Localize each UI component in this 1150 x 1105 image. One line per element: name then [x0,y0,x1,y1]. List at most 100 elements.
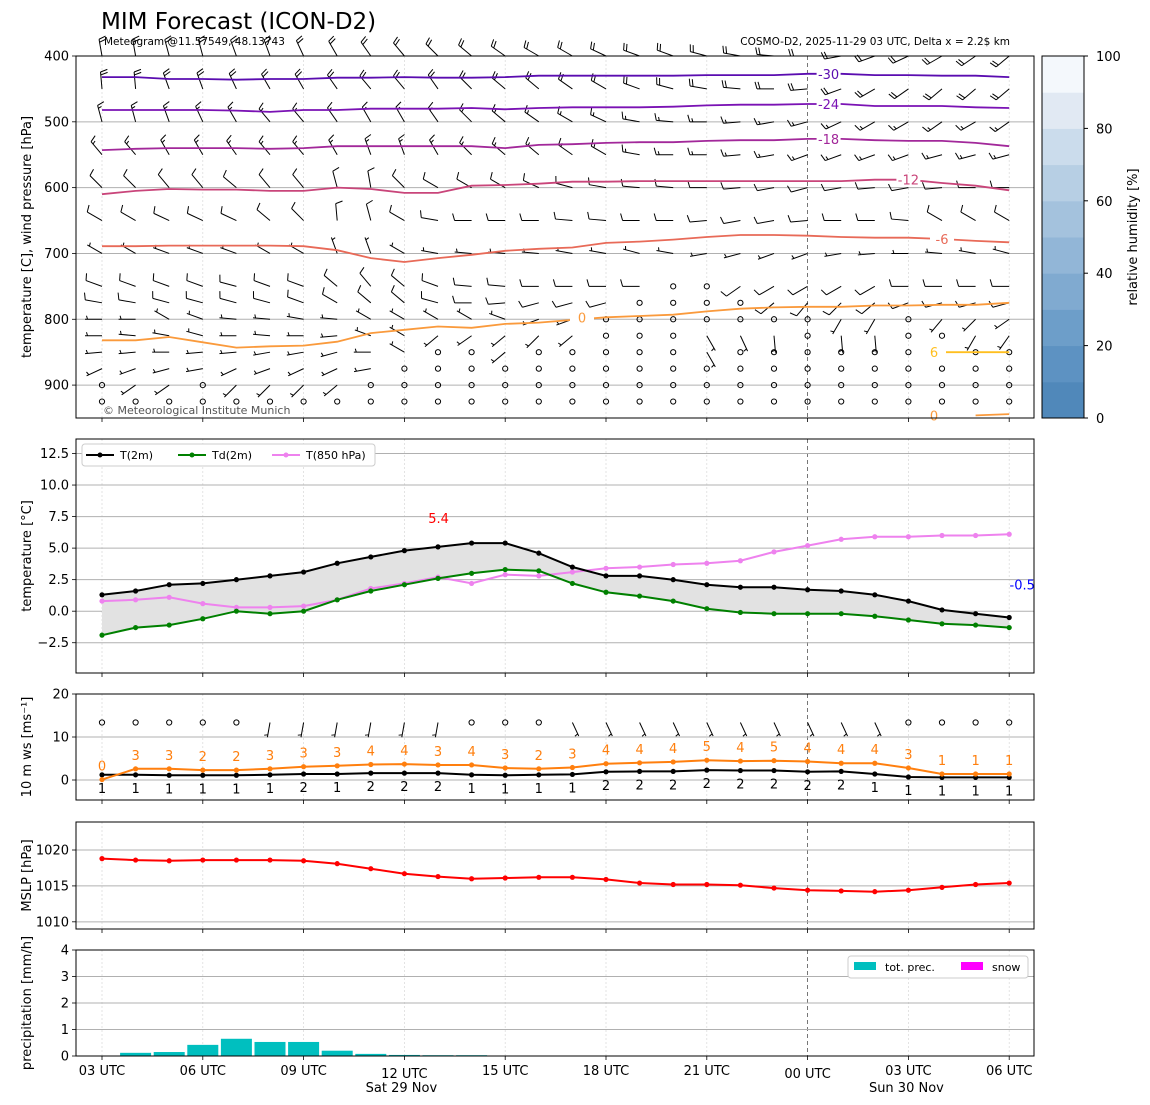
wind-barb-icon [791,252,808,260]
wind-barb-icon [722,45,741,57]
wind-barb-icon [656,42,674,57]
barb-feather [193,134,200,141]
wind-barb-icon [359,267,372,287]
barb-feather [261,68,267,75]
td2m-point [200,616,206,622]
gust-label: 3 [299,747,307,762]
gust-label: 3 [266,749,274,764]
wind-barb-icon [87,242,103,254]
gust-point [973,771,979,777]
barb-stem [219,317,237,320]
calm-circle-icon [804,381,811,389]
barb-stem [857,252,875,256]
t850-point [233,604,239,611]
wind-speed-label: 2 [635,778,643,793]
barb-feather [84,292,86,300]
barb-feather [359,267,365,274]
barb-stem [389,211,405,221]
dewpoint-spread-fill [102,543,1010,636]
mean-wind-point [133,772,139,778]
x-tick-label: 03 UTC [885,1064,931,1079]
barb-feather [854,124,861,131]
y-tick-label: 0 [61,1050,69,1065]
barb-feather [163,68,170,74]
barb-feather [452,213,456,221]
wind-barb-icon [252,291,271,304]
wind-barb-icon [989,55,1010,68]
barb-half-feather [92,140,96,145]
barb-half-feather [791,156,795,160]
isotherm-label-bg [816,97,841,112]
calm-circle-icon [737,381,744,389]
gust-point [334,763,340,769]
barb-feather [922,126,929,132]
wind-barb-icon [557,335,573,348]
wind-barb-icon [623,246,640,254]
t2m-point [670,577,676,583]
barb-half-feather [88,242,91,247]
wind-barb-icon [958,247,976,254]
wind-barb-icon [551,300,573,308]
wind-barb-icon [253,273,271,287]
wind-barb-icon [787,285,808,296]
barb-half-feather [154,390,158,394]
wind-barb-icon [854,88,876,98]
gust-point [603,761,609,767]
wind-barb-icon [654,113,674,123]
isotherm-line [102,103,1010,113]
barb-feather [821,213,825,221]
barb-feather [518,300,523,308]
colorbar-band [1042,56,1084,93]
wind-barb-icon [287,368,304,377]
barb-feather [163,101,170,107]
barb-feather [889,211,892,220]
calm-circle-icon [367,381,374,389]
barb-stem [958,250,976,254]
panel-temperature: −2.5 0.0 2.5 5.0 7.5 10.0 12.5 temperature [°C]… [20,439,1035,677]
mslp-point [872,889,878,895]
barb-stem [689,252,707,257]
wind-barb-icon [485,213,506,222]
y-axis-label: 10 m ws [ms⁻¹] [20,697,35,798]
calm-circle-icon [804,398,811,405]
td2m-point [737,609,744,616]
gust-label: 5 [770,741,778,756]
td2m-point [233,608,239,614]
barb-feather [820,154,826,161]
calm-circle-icon [670,365,677,372]
barb-feather [226,134,232,142]
barb-half-feather [557,342,562,346]
calm-circle-icon [670,398,677,405]
precip-bar [321,1050,353,1056]
calm-circle-icon [132,719,139,726]
barb-half-feather [964,346,969,349]
day-label: Sat 29 Nov [366,1081,438,1096]
gust-label: 3 [131,749,139,764]
wind-barb-icon [365,199,373,221]
wind-barb-icon [287,273,304,287]
barb-stem [706,351,716,368]
calm-circle-icon [535,349,542,356]
barb-stem [791,252,808,260]
barb-half-feather [743,348,747,352]
calm-circle-icon [602,365,610,372]
barb-stem [792,285,808,296]
y-tick-label: 3 [61,970,69,985]
wind-barb-icon [888,279,909,287]
wind-barb-icon [393,36,405,57]
x-tick-label: 18 UTC [583,1064,629,1079]
wind-barb-icon [157,168,170,188]
barb-half-feather [771,349,776,352]
wind-barb-icon [525,71,540,90]
calm-circle-icon [737,365,744,372]
barb-feather [955,60,962,67]
barb-stem [423,178,439,189]
wind-barb-icon [321,368,338,377]
mean-wind-point [469,772,475,778]
barb-half-feather [892,156,896,160]
wind-barb-icon [118,330,136,337]
barb-stem [391,291,405,304]
barb-feather [253,273,256,281]
mslp-point [401,871,407,877]
wind-barb-icon [552,279,573,287]
